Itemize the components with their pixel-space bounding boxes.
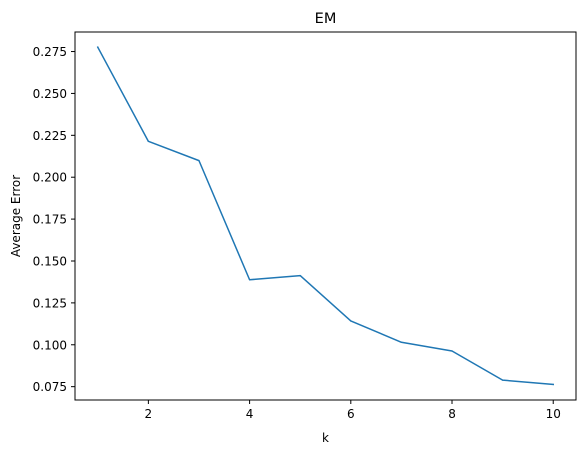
y-tick-label: 0.100 bbox=[33, 338, 67, 352]
data-point bbox=[502, 379, 504, 381]
y-tick-label: 0.150 bbox=[33, 254, 67, 268]
x-tick-label: 8 bbox=[448, 407, 456, 421]
x-axis-label: k bbox=[322, 431, 329, 445]
x-tick-label: 10 bbox=[546, 407, 561, 421]
data-point bbox=[451, 350, 453, 352]
series-line bbox=[96, 46, 555, 386]
y-tick-label: 0.125 bbox=[33, 296, 67, 310]
y-tick-label: 0.200 bbox=[33, 171, 67, 185]
y-tick-label: 0.275 bbox=[33, 45, 67, 59]
data-point bbox=[97, 46, 99, 48]
data-point bbox=[198, 160, 200, 162]
data-point bbox=[400, 341, 403, 343]
x-tick-label: 2 bbox=[145, 407, 153, 421]
data-point bbox=[299, 274, 301, 277]
y-tick-label: 0.250 bbox=[33, 87, 67, 101]
y-tick-label: 0.075 bbox=[33, 380, 67, 394]
data-point bbox=[552, 383, 554, 386]
x-tick-label: 4 bbox=[246, 407, 254, 421]
y-tick-label: 0.225 bbox=[33, 129, 67, 143]
plot-area: 2 4 6 8 10 0.075 0.100 0.125 0.150 0.175 0.200 0.22… bbox=[33, 31, 577, 421]
data-point bbox=[248, 279, 251, 281]
x-tick-label: 6 bbox=[347, 407, 355, 421]
y-axis-label: Average Error bbox=[9, 175, 23, 257]
plot-frame bbox=[74, 31, 577, 401]
data-point bbox=[350, 320, 352, 322]
data-point bbox=[147, 140, 149, 142]
chart-title: EM bbox=[315, 11, 337, 27]
y-tick-label: 0.175 bbox=[33, 213, 67, 227]
